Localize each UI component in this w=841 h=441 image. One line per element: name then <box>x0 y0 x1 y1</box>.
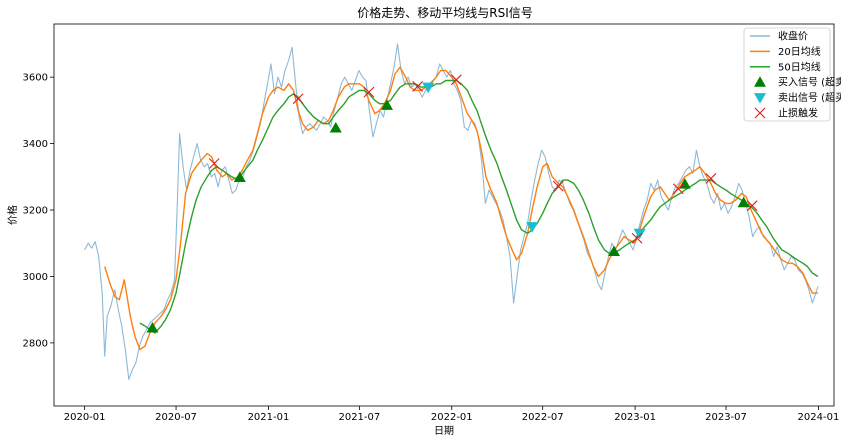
y-tick-label: 2800 <box>23 338 48 349</box>
signal-marker-x <box>552 180 564 192</box>
series-line-ff7f0e <box>104 66 818 351</box>
y-tick-label: 3600 <box>23 73 48 84</box>
y-tick-label: 3400 <box>23 139 48 150</box>
signal-marker-triangle-up <box>233 171 246 182</box>
signal-marker-x <box>672 183 684 195</box>
legend-swatch <box>754 93 766 104</box>
signal-marker-triangle-up <box>146 321 159 333</box>
x-axis: 2020-01 2020-07 2021-01 2021-07 2022-01 2022-… <box>64 406 840 423</box>
signal-marker-triangle-down <box>633 228 646 240</box>
signal-marker-x <box>450 74 462 86</box>
legend-label: 止损触发 <box>778 107 818 120</box>
y-tick-label: 3000 <box>23 272 48 283</box>
x-tick-label: 2021-07 <box>338 412 380 423</box>
y-tick-label: 3200 <box>23 206 48 217</box>
signal-marker-triangle-up <box>737 196 750 208</box>
legend-label: 买入信号 (超卖) <box>778 76 841 89</box>
legend-label: 收盘价 <box>778 30 808 43</box>
legend-label: 50日均线 <box>778 60 821 73</box>
x-tick-label: 2024-01 <box>798 412 840 423</box>
legend-swatch <box>754 76 766 87</box>
x-tick-label: 2023-01 <box>614 412 656 423</box>
legend-label: 20日均线 <box>778 45 821 58</box>
signal-marker-x <box>705 173 717 184</box>
x-tick-label: 2020-07 <box>155 412 197 423</box>
plot-frame <box>53 23 835 407</box>
legend-swatch <box>754 107 766 119</box>
signal-marker-triangle-down <box>526 222 539 233</box>
marker-layer <box>146 74 758 333</box>
signal-marker-x <box>412 81 424 92</box>
legend-label: 卖出信号 (超买) <box>778 91 841 104</box>
signal-marker-triangle-down <box>422 82 435 94</box>
signal-marker-x <box>363 86 375 98</box>
series-line-8db9d8 <box>84 43 819 380</box>
signal-marker-x <box>292 93 304 105</box>
series-layer <box>84 43 819 380</box>
y-axis-title: 价格 <box>6 205 19 225</box>
series-line-2ca02c <box>139 79 819 334</box>
y-axis: 2800 3000 3200 3400 3600 <box>23 73 54 349</box>
signal-marker-x <box>208 158 220 169</box>
chart-title: 价格走势、移动平均线与RSI信号 <box>357 5 533 20</box>
signal-marker-x <box>631 232 643 244</box>
x-tick-label: 2020-01 <box>64 412 106 423</box>
x-axis-title: 日期 <box>434 425 454 437</box>
x-tick-label: 2023-07 <box>705 412 747 423</box>
x-tick-label: 2022-07 <box>522 412 564 423</box>
signal-marker-triangle-up <box>608 245 621 257</box>
x-tick-label: 2021-01 <box>248 412 290 423</box>
plot-area <box>84 43 819 380</box>
signal-marker-triangle-up <box>329 121 342 133</box>
x-tick-label: 2022-01 <box>431 412 473 423</box>
signal-marker-x <box>746 200 758 212</box>
signal-marker-triangle-up <box>380 99 393 110</box>
